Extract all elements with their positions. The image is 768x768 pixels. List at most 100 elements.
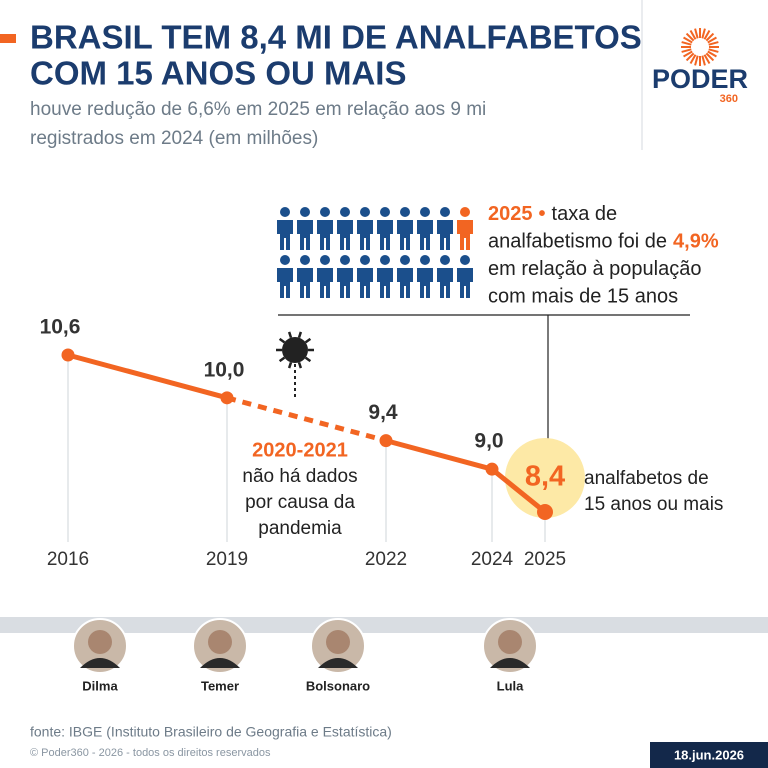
logo-ray [703,30,711,40]
person-body [297,220,313,250]
logo-ray [685,52,695,62]
virus-spike [278,356,286,363]
info-segment: 2025 [488,203,533,225]
person-body [317,220,333,250]
president-suit [200,658,240,668]
president-name: Lula [497,678,524,693]
person-icon [457,255,473,298]
president-face [326,630,350,654]
person-body [337,268,353,298]
person-body [297,268,313,298]
person-body [357,268,373,298]
person-head [280,207,290,217]
person-head [380,255,390,265]
person-icon [277,207,293,250]
x-tick-label: 2024 [471,549,514,570]
person-icon [397,207,413,250]
logo-ray [694,55,699,66]
date: 18.jun.2026 [674,747,744,762]
person-icon [437,207,453,250]
subtitle: registrados em 2024 (em milhões) [30,128,318,149]
person-icon [317,255,333,298]
line-segment [490,467,547,514]
virus-spike [304,356,312,363]
logo-ray [685,32,695,42]
point [220,391,234,405]
person-body [377,220,393,250]
logo-number: 360 [720,93,738,105]
person-head [440,207,450,217]
president-name: Temer [201,678,239,693]
person-body [417,220,433,250]
info-segment: com mais de 15 anos [488,286,678,308]
copyright: © Poder360 - 2026 - todos os direitos re… [30,747,271,759]
point [485,462,499,476]
virus-spike [278,337,286,344]
person-head [360,255,370,265]
title: COM 15 ANOS OU MAIS [30,55,407,92]
logo-ray [705,32,715,42]
info-segment: analfabetismo foi de [488,231,667,253]
virus-spike [287,331,293,339]
logo-ray [681,48,692,53]
logo-ray [707,50,717,58]
person-body [357,220,373,250]
person-head [460,207,470,217]
subtitle: houve redução de 6,6% em 2025 em relação… [30,99,486,120]
person-body [457,268,473,298]
logo-name: PODER [652,64,748,94]
logo-ray [701,55,706,66]
value-label: 8,4 [525,461,565,493]
president-face [208,630,232,654]
person-icon [417,207,433,250]
president-name: Dilma [82,678,118,693]
title: BRASIL TEM 8,4 MI DE ANALFABETOS [30,19,642,56]
president-face [88,630,112,654]
person-body [397,220,413,250]
person-head [380,207,390,217]
gap-note: pandemia [258,518,342,539]
value-label: 10,6 [40,316,81,339]
virus-spike [297,331,303,339]
logo-ray [689,30,697,40]
person-body [397,268,413,298]
person-icon [297,207,313,250]
gap-title: 2020-2021 [252,439,348,461]
person-head [460,255,470,265]
person-head [320,255,330,265]
logo-ray [705,52,715,62]
person-head [340,207,350,217]
president-suit [490,658,530,668]
person-icon [397,255,413,298]
gap-note: não há dados [242,466,357,487]
person-icon [357,255,373,298]
info-segment: • [539,203,546,225]
value-label: 9,4 [368,401,398,424]
person-head [300,207,310,217]
info-segment: em relação à população [488,258,701,280]
x-tick-label: 2022 [365,549,407,570]
line-segment [67,352,228,401]
logo-ray [683,36,693,44]
person-head [300,255,310,265]
president-suit [80,658,120,668]
x-tick-label: 2016 [47,549,89,570]
person-head [320,207,330,217]
person-body [377,268,393,298]
source: fonte: IBGE (Instituto Brasileiro de Geo… [30,724,392,740]
virus-icon [276,331,314,398]
info-text: em relação à população [488,258,701,280]
point [537,504,553,520]
person-icon [457,207,473,250]
person-icon [377,255,393,298]
info-text: analfabetismo foi de 4,9% [488,231,719,253]
virus-spike [287,361,293,369]
logo-ray [683,50,693,58]
person-icon [337,255,353,298]
person-head [420,207,430,217]
x-tick-label: 2019 [206,549,248,570]
date-box [650,742,768,768]
virus-spike [297,361,303,369]
highlight-note: 15 anos ou mais [584,494,723,515]
